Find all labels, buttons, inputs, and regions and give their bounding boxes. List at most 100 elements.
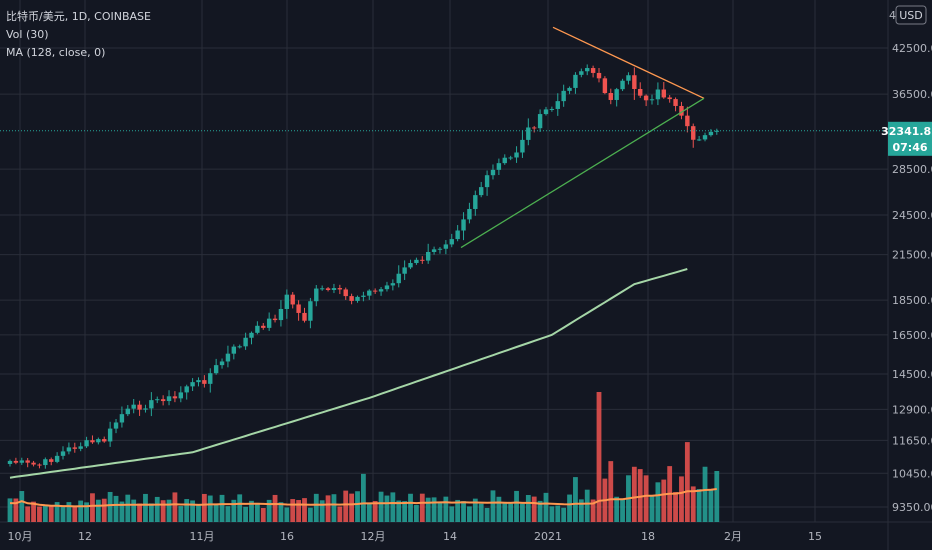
volume-bar	[555, 505, 561, 522]
volume-bar	[160, 500, 166, 522]
candle-body	[149, 400, 154, 409]
candle-body	[378, 289, 384, 292]
volume-bar	[431, 497, 437, 522]
candle-body	[196, 380, 201, 383]
volume-bar	[254, 502, 260, 522]
volume-bar	[614, 496, 620, 522]
x-tick-label: 2021	[534, 530, 562, 543]
volume-bar	[425, 497, 431, 522]
candle-body	[372, 290, 378, 292]
candle-body	[396, 273, 401, 284]
candle-body	[231, 346, 237, 354]
volume-bar	[143, 493, 148, 522]
candle-body	[596, 72, 602, 79]
volume-bar	[443, 496, 449, 522]
candle-body	[308, 301, 313, 321]
volume-bar	[637, 469, 643, 522]
candle-body	[13, 460, 19, 463]
candle-body	[178, 392, 184, 399]
candle-body	[325, 288, 331, 291]
currency-button[interactable]: USD	[895, 5, 927, 25]
candle-body	[655, 89, 661, 100]
candle-body	[620, 80, 625, 90]
candle-body	[143, 408, 148, 410]
volume-bar	[90, 493, 95, 522]
volume-bar	[325, 495, 331, 522]
volume-bar	[178, 506, 184, 522]
volume-bar	[337, 506, 343, 522]
volume-bar	[649, 495, 655, 522]
candle-body	[349, 296, 354, 301]
y-tick-label: 9350.00	[892, 501, 932, 514]
candle-body	[272, 318, 278, 321]
candle-body	[473, 195, 478, 209]
volume-bar	[708, 488, 714, 522]
volume-bar	[196, 503, 201, 522]
volume-bar	[484, 507, 490, 522]
volume-bar	[561, 507, 567, 522]
candle-body	[202, 380, 207, 384]
candle-body	[96, 439, 101, 443]
candle-body	[119, 414, 125, 423]
volume-bar	[54, 502, 60, 522]
volume-bar	[608, 461, 614, 522]
candle-body	[661, 89, 666, 98]
candle-body	[261, 325, 266, 328]
volume-bar	[467, 506, 472, 522]
volume-bar	[378, 491, 384, 522]
volume-bar	[113, 495, 119, 522]
volume-bar	[313, 493, 319, 522]
volume-bar	[702, 466, 708, 522]
candle-body	[479, 187, 484, 196]
volume-bar	[408, 493, 413, 522]
time-axis[interactable]: 10月 12 11月 16 12月 14 2021 18 2月 15	[8, 530, 823, 543]
candle-body	[208, 373, 213, 384]
y-tick-label: 10450.00	[892, 467, 932, 480]
y-tick-label: 36500.00	[892, 88, 932, 101]
price-axis[interactable]: 9350.00 10450.00 11650.00 12900.00 14500.00 1…	[892, 42, 932, 514]
candle-body	[696, 139, 702, 141]
volume-bar	[508, 503, 514, 522]
candle-body	[337, 288, 343, 290]
volume-bar	[514, 490, 519, 522]
x-tick-label: 16	[280, 530, 294, 543]
volume-bar	[419, 493, 425, 522]
candle-body	[508, 157, 513, 159]
price-tag-value: 32341.83	[881, 125, 932, 138]
volume-bar	[343, 490, 349, 522]
candle-body	[219, 361, 225, 366]
candle-body	[431, 249, 437, 252]
support-trendline[interactable]	[460, 97, 705, 249]
candle-body	[355, 296, 360, 301]
volume-bar	[72, 506, 78, 522]
volume-bar	[690, 486, 696, 522]
ma-legend: MA (128, close, 0)	[6, 46, 105, 59]
volume-bar	[331, 494, 337, 522]
volume-bar	[584, 489, 590, 522]
volume-bar	[402, 501, 408, 522]
candle-body	[679, 105, 684, 116]
volume-bar	[42, 505, 48, 522]
x-tick-label: 12	[78, 530, 92, 543]
candlesticks	[7, 64, 719, 469]
volume-bar	[131, 499, 137, 522]
volume-bar	[148, 503, 154, 522]
candle-body	[160, 399, 166, 402]
candle-body	[296, 304, 301, 313]
volume-bar	[449, 506, 455, 522]
currency-button-label[interactable]: USD	[899, 9, 923, 22]
candle-body	[60, 451, 66, 456]
volume-bar	[48, 505, 54, 522]
y-tick-label: 28500.00	[892, 163, 932, 176]
candle-body	[107, 428, 113, 442]
volume-bar	[302, 498, 307, 522]
candle-body	[384, 285, 390, 290]
candle-body	[449, 239, 454, 245]
volume-bar	[679, 476, 684, 522]
resistance-trendline[interactable]	[552, 26, 705, 99]
volume-bar	[643, 475, 649, 522]
candle-body	[708, 131, 714, 136]
candle-body	[667, 97, 672, 100]
